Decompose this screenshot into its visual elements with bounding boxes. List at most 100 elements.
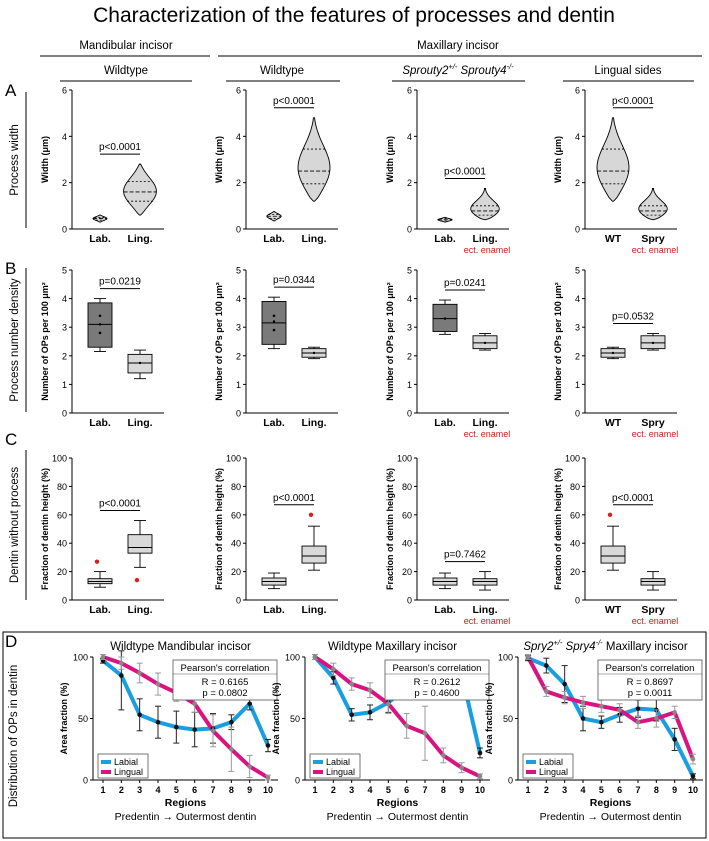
data-point-lingual [599, 703, 604, 709]
y-tick-label: 2 [62, 178, 67, 188]
violin-body [596, 117, 630, 202]
stats-box [384, 659, 490, 701]
x-tick-label: 10 [475, 785, 485, 795]
category-label: Spry [641, 604, 665, 616]
panel-title: Wildtype Maxillary incisor [328, 641, 457, 653]
x-axis-label: Regions [590, 797, 632, 809]
x-tick-label: 3 [562, 785, 567, 795]
y-tick-label: 100 [226, 454, 241, 464]
y-axis-label: Number of OPs per 100 μm² [385, 282, 395, 401]
y-tick-label: 20 [231, 567, 241, 577]
category-label: Ling. [301, 233, 326, 245]
data-point-lingual [331, 667, 336, 672]
y-tick-label: 40 [57, 539, 67, 549]
data-point-lingual [525, 654, 531, 660]
data-point-lingual [229, 746, 234, 752]
y-tick-label: 20 [402, 567, 412, 577]
y-axis-label: Number of OPs per 100 μm² [553, 282, 563, 401]
row-label-d: Distribution of OPs in dentin [8, 665, 20, 808]
stats-title: Pearson's correlation [606, 663, 695, 674]
data-point-lingual [192, 701, 197, 707]
data-point-lingual [119, 660, 124, 666]
p-value-label: p=0.0532 [612, 311, 654, 322]
group-header-3: Sprouty2+/- Sprouty4-/- [402, 62, 514, 77]
y-tick-label: 80 [402, 482, 412, 492]
y-tick-label: 50 [78, 714, 88, 724]
chart-D3: Spry2+/- Spry4-/- Maxillary incisor 0 50 10… [484, 638, 703, 823]
legend-label-lingual: Lingual [539, 767, 568, 777]
y-tick-label: 3 [407, 323, 412, 333]
data-point-lingual [654, 716, 659, 721]
category-label: Spry [641, 233, 665, 245]
x-axis-label: Regions [377, 797, 419, 809]
chart-B1: 0 1 2 3 4 5 Number of OPs per 100 μm² Lab. Ling.… [40, 266, 164, 429]
data-point-lingual [635, 719, 641, 725]
y-tick-label: 2 [407, 351, 412, 361]
legend-label-labial: Labial [326, 757, 350, 767]
y-tick-label: 2 [575, 351, 580, 361]
y-tick-label: 0 [407, 225, 412, 235]
ect-enamel-note: ect. enamel [464, 616, 511, 626]
chart-A2: 0 2 4 6 Width (μm) Lab. Ling. p<0.0001 [214, 86, 338, 245]
category-label: WT [605, 233, 622, 245]
data-point-lingual [404, 723, 409, 729]
data-point-labial [367, 710, 373, 715]
y-tick-label: 2 [62, 351, 67, 361]
row-letter-a: A [5, 81, 17, 100]
y-tick-label: 60 [57, 510, 67, 520]
ect-enamel-note: ect. enamel [632, 616, 679, 626]
x-tick-label: 9 [247, 785, 252, 795]
y-tick-label: 0 [575, 225, 580, 235]
category-label: Lab. [89, 233, 111, 245]
category-label: Ling. [472, 604, 497, 616]
chart-B4: 0 1 2 3 4 5 Number of OPs per 100 μm² WT Spryect… [553, 266, 678, 440]
x-tick-label: 9 [672, 785, 677, 795]
y-axis-label: Number of OPs per 100 μm² [214, 282, 224, 401]
category-label: Lab. [89, 417, 111, 429]
y-tick-label: 4 [407, 294, 412, 304]
chart-B2: 0 1 2 3 4 5 Number of OPs per 100 μm² Lab. Ling.… [214, 266, 338, 429]
p-value-label: p=0.0241 [444, 278, 486, 289]
y-tick-label: 80 [57, 482, 67, 492]
row-label-b: Process number density [9, 278, 21, 402]
y-tick-label: 0 [236, 596, 241, 606]
x-axis-note: Predentin → Outermost dentin [540, 811, 682, 823]
violin-body [123, 163, 157, 216]
y-tick-label: 4 [236, 294, 241, 304]
data-point-lingual [100, 654, 106, 660]
box-mean-marker [98, 323, 102, 326]
x-tick-label: 4 [367, 785, 372, 795]
box-outlier [134, 577, 140, 583]
x-tick-label: 6 [404, 785, 409, 795]
y-axis-label: Width (μm) [385, 136, 395, 183]
y-tick-label: 3 [236, 323, 241, 333]
data-point-labial [192, 727, 197, 732]
y-tick-label: 60 [570, 510, 580, 520]
data-point-labial [137, 712, 142, 718]
x-tick-label: 5 [174, 785, 179, 795]
y-tick-label: 0 [62, 409, 67, 419]
x-tick-label: 7 [635, 785, 640, 795]
x-tick-label: 5 [599, 785, 604, 795]
series-line-lingual [526, 656, 695, 760]
x-axis-note: Predentin → Outermost dentin [327, 811, 469, 823]
data-point-lingual [349, 681, 354, 687]
category-label: Lab. [263, 233, 285, 245]
legend-label-lingual: Lingual [326, 767, 355, 777]
category-label: Spry [641, 417, 665, 429]
box-data-point [272, 314, 276, 318]
x-tick-label: 6 [192, 785, 197, 795]
y-tick-label: 100 [498, 653, 513, 663]
x-tick-label: 2 [544, 785, 549, 795]
data-point-lingual [459, 765, 464, 770]
y-tick-label: 6 [407, 86, 412, 96]
series-line-labial [101, 659, 270, 747]
box-mean-marker [312, 351, 316, 355]
category-label: Ling. [127, 604, 152, 616]
stats-p-value: p = 0.0802 [202, 688, 247, 699]
y-axis-label: Fraction of dentin height (%) [214, 468, 224, 590]
stats-box [172, 659, 278, 701]
data-point-labial [155, 719, 161, 725]
category-label: Lab. [434, 233, 456, 245]
